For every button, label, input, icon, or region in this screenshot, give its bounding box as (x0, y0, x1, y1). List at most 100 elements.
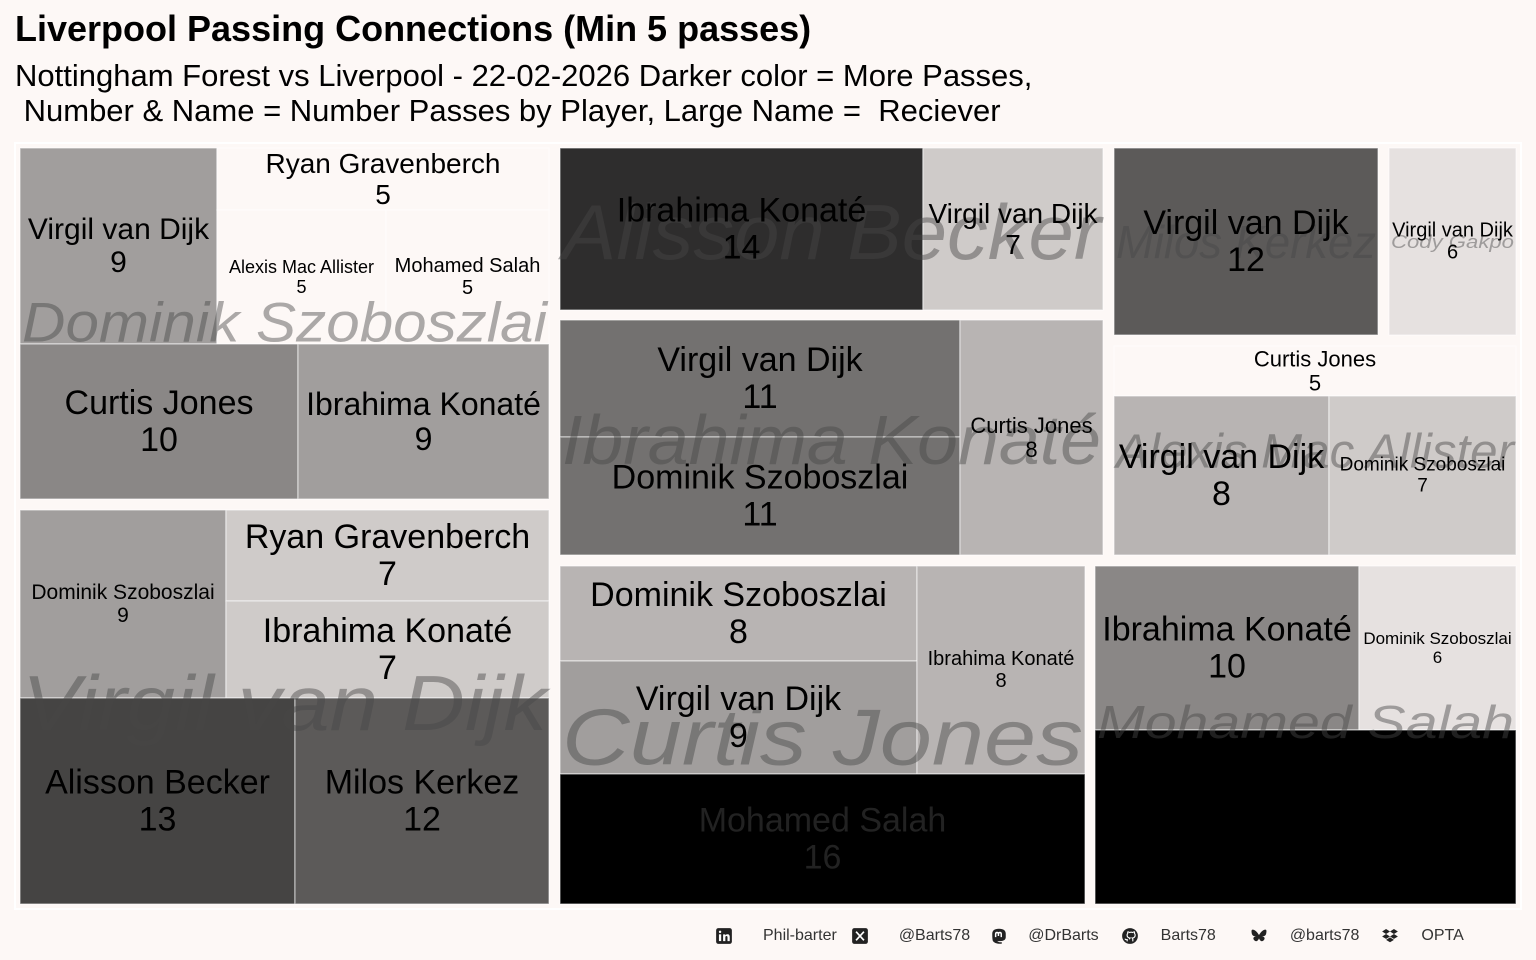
credits-footer: Phil-barter @Barts78 @DrBarts Barts78 @b… (715, 925, 1464, 947)
tile-dominik-szoboszlai (1358, 565, 1517, 731)
passer-name: Curtis Jones (65, 384, 254, 422)
receiver-label-dominik-szoboszlai: Dominik Szoboszlai (22, 291, 549, 354)
subtitle-line-2: Number & Name = Number Passes by Player,… (15, 93, 1001, 128)
tile-blank (1094, 729, 1517, 905)
passer-name: Virgil van Dijk (928, 198, 1098, 229)
pass-count: 7 (1417, 475, 1428, 496)
passer-name: Virgil van Dijk (1392, 220, 1514, 242)
tile-dominik-szoboszlai (1328, 395, 1517, 556)
passer-name: Ryan Gravenberch (265, 148, 500, 179)
pass-count: 10 (1208, 648, 1246, 686)
receiver-label-curtis-jones: Curtis Jones (562, 693, 1083, 782)
chart-title: Liverpool Passing Connections (Min 5 pas… (15, 8, 812, 49)
passer-name: Dominik Szoboszlai (31, 581, 214, 604)
passer-name: Dominik Szoboszlai (590, 576, 887, 614)
receiver-label-milos-kerkez: Milos Kerkez (1116, 216, 1376, 268)
tile-alisson-becker (19, 697, 296, 905)
pass-count: 7 (1005, 229, 1021, 260)
passer-name: Milos Kerkez (325, 763, 520, 801)
linkedin-icon (715, 927, 733, 945)
pass-count: 11 (742, 496, 777, 534)
passer-name: Virgil van Dijk (1119, 438, 1325, 476)
pass-count: 12 (1227, 241, 1265, 279)
tile-ibrahima-konate (916, 565, 1086, 775)
pass-count: 8 (1212, 475, 1231, 513)
pass-count: 7 (378, 649, 397, 687)
tile-milos-kerkez (294, 697, 550, 905)
tile-curtis-jones (1113, 345, 1517, 397)
data-source: OPTA (1421, 927, 1464, 944)
bluesky-icon (1250, 927, 1268, 945)
passer-name: Virgil van Dijk (657, 341, 863, 379)
receiver-group-curtis-jones: Curtis Jones Dominik Szoboszlai 8 Virgil va… (559, 565, 1086, 905)
github-icon (1121, 927, 1139, 945)
passer-name: Curtis Jones (1254, 346, 1376, 371)
pass-count: 11 (742, 378, 777, 416)
tile-virgil-van-dijk (559, 319, 961, 438)
passer-name: Ibrahima Konaté (1102, 610, 1352, 648)
passer-name: Dominik Szoboszlai (1363, 629, 1511, 648)
pass-count: 8 (995, 670, 1006, 692)
pass-count: 7 (378, 555, 397, 593)
linkedin-handle: Phil-barter (763, 927, 837, 944)
passer-name: Ibrahima Konaté (263, 612, 513, 650)
tile-virgil-van-dijk (1388, 147, 1517, 336)
receiver-label-alisson-becker: Alisson Becker (558, 188, 1104, 276)
pass-count: 10 (140, 421, 178, 459)
receiver-label-cody-gakpo: Cody Gakpo (1391, 232, 1514, 252)
pass-count: 14 (723, 229, 761, 267)
passer-name: Ibrahima Konaté (928, 648, 1075, 670)
tile-ibrahima-konate (225, 600, 550, 699)
tile-ibrahima-konate (297, 343, 550, 500)
tile-mohamed-salah (385, 209, 550, 345)
tile-virgil-van-dijk (19, 147, 218, 345)
pass-count: 9 (415, 421, 433, 457)
passer-name: Ibrahima Konaté (617, 191, 867, 229)
tile-virgil-van-dijk (922, 147, 1104, 311)
pass-count: 9 (729, 717, 748, 755)
tile-ryan-gravenberch (216, 147, 550, 211)
chart-subtitle: Nottingham Forest vs Liverpool - 22-02-2… (15, 58, 1032, 128)
pass-count: 5 (1309, 371, 1321, 396)
tile-ibrahima-konate (1094, 565, 1360, 731)
tile-mohamed-salah (559, 773, 1086, 905)
pass-count: 5 (462, 277, 473, 299)
passer-name: Ibrahima Konaté (306, 386, 541, 422)
passer-name: Dominik Szoboszlai (612, 458, 909, 496)
receiver-label-virgil-van-dijk: Virgil van Dijk (22, 659, 551, 747)
pass-count: 12 (403, 801, 441, 839)
passer-name: Virgil van Dijk (28, 213, 210, 246)
pass-count: 5 (375, 179, 391, 210)
mastodon-icon (990, 927, 1008, 945)
tile-alexis-mac-allister (216, 209, 387, 345)
pass-count: 8 (1025, 437, 1037, 462)
tile-curtis-jones (19, 343, 299, 500)
passer-name: Alisson Becker (45, 763, 270, 801)
passer-name: Alexis Mac Allister (229, 257, 374, 277)
pass-count: 9 (110, 246, 127, 279)
passer-name: Dominik Szoboszlai (1340, 455, 1506, 476)
tile-virgil-van-dijk (1113, 147, 1379, 336)
dropbox-icon (1381, 927, 1399, 945)
passer-name: Mohamed Salah (395, 255, 541, 277)
passer-name: Virgil van Dijk (1143, 204, 1349, 242)
tile-ryan-gravenberch (225, 509, 550, 602)
pass-count: 6 (1447, 242, 1458, 264)
passer-name: Curtis Jones (970, 413, 1092, 438)
bluesky-handle: @barts78 (1289, 927, 1360, 944)
receiver-label-mohamed-salah: Mohamed Salah (1097, 696, 1514, 748)
pass-count: 5 (296, 277, 306, 297)
pass-count: 9 (117, 604, 129, 627)
tile-dominik-szoboszlai (559, 565, 918, 662)
pass-count: 13 (139, 801, 177, 839)
x-twitter-icon (851, 927, 869, 945)
passer-name: Virgil van Dijk (636, 680, 842, 718)
receiver-label-alexis-mac-allister: Alexis Mac Allister (1113, 426, 1516, 479)
